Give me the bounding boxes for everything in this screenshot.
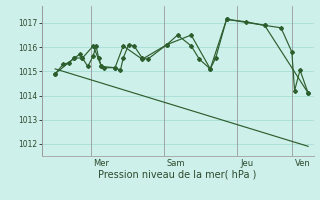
Text: Sam: Sam <box>167 159 185 168</box>
Text: Mer: Mer <box>93 159 109 168</box>
Text: Jeu: Jeu <box>240 159 253 168</box>
X-axis label: Pression niveau de la mer( hPa ): Pression niveau de la mer( hPa ) <box>99 170 257 180</box>
Text: Ven: Ven <box>295 159 310 168</box>
